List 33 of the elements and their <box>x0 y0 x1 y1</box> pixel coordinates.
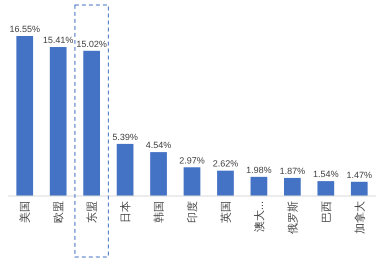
bar <box>16 36 34 196</box>
x-tick-label: 东盟 <box>86 201 99 223</box>
x-tick-label: 印度 <box>186 201 199 223</box>
x-tick-label: 加拿大 <box>353 201 366 234</box>
data-label: 2.97% <box>179 155 205 166</box>
x-tick-label: 欧盟 <box>53 201 66 223</box>
data-label: 4.54% <box>146 140 172 150</box>
data-label: 2.62% <box>212 158 238 169</box>
bar <box>150 152 167 196</box>
bar <box>250 176 268 196</box>
bar <box>184 167 200 196</box>
bar <box>350 182 368 196</box>
x-tick-label: 英国 <box>219 201 232 223</box>
bar <box>116 144 134 196</box>
bar <box>50 47 67 196</box>
data-label: 1.87% <box>280 166 306 176</box>
data-label: 16.55% <box>9 24 40 34</box>
x-tick-label: 俄罗斯 <box>286 201 300 234</box>
data-label: 15.02% <box>76 38 107 49</box>
bar <box>217 170 234 196</box>
x-tick-label: 澳大... <box>252 201 266 232</box>
data-label: 5.39% <box>112 132 138 142</box>
x-tick-label: 日本 <box>119 201 132 223</box>
x-tick-label: 巴西 <box>320 201 333 223</box>
x-tick-label: 韩国 <box>152 201 166 223</box>
bar <box>284 178 301 196</box>
data-label: 1.98% <box>246 164 272 175</box>
data-label: 1.54% <box>313 169 339 180</box>
data-label: 1.47% <box>346 170 372 180</box>
bar <box>83 50 100 196</box>
data-label: 15.41% <box>42 35 74 46</box>
x-tick-label: 美国 <box>18 201 32 223</box>
bar <box>317 181 334 196</box>
